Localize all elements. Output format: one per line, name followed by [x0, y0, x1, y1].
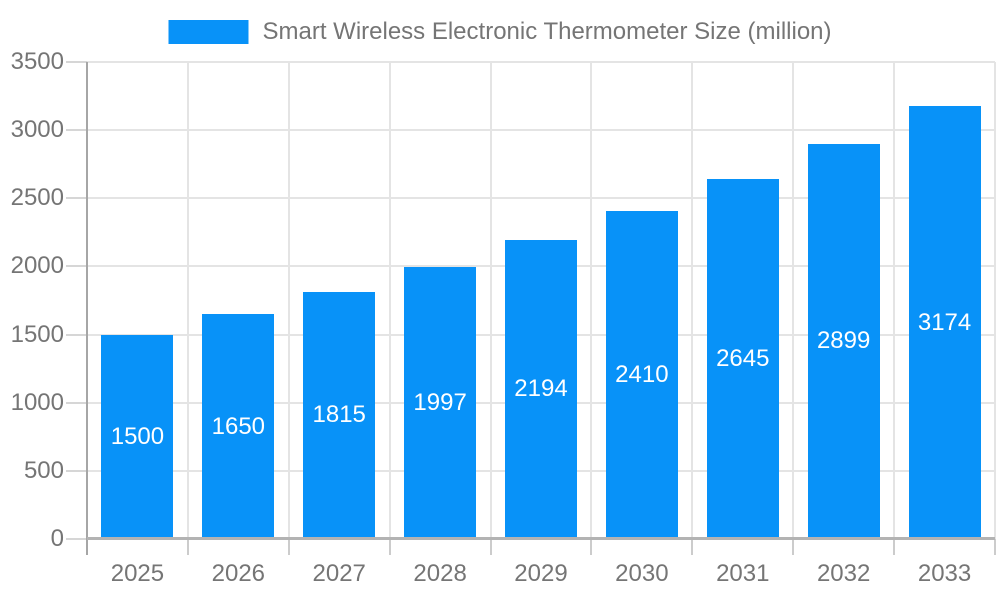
gridline-vertical — [994, 62, 996, 539]
gridline-vertical — [590, 62, 593, 539]
y-axis-tick — [66, 469, 87, 472]
y-axis-tick — [66, 538, 87, 540]
y-axis-tick — [66, 333, 87, 336]
x-axis-tick — [590, 539, 593, 555]
x-axis-tick — [287, 539, 290, 555]
legend[interactable]: Smart Wireless Electronic Thermometer Si… — [168, 18, 832, 46]
legend-title: Smart Wireless Electronic Thermometer Si… — [262, 18, 832, 45]
x-axis-tick — [691, 539, 694, 555]
gridline-vertical — [186, 62, 189, 539]
bar-value-label: 1997 — [413, 388, 467, 416]
bar-value-label: 3174 — [917, 308, 972, 336]
gridline-vertical — [893, 62, 896, 539]
bar-value-label: 2899 — [816, 327, 871, 355]
x-axis-tick — [489, 539, 492, 555]
y-axis-tick-label: 2500 — [10, 184, 64, 212]
bar-value-label: 2194 — [514, 375, 568, 403]
x-axis-tick-label: 2030 — [615, 560, 669, 587]
bar-value-label: 2645 — [716, 344, 770, 372]
x-axis-tick-label: 2029 — [514, 560, 568, 587]
bar-2030[interactable] — [605, 210, 678, 539]
x-axis-tick-label: 2027 — [312, 560, 366, 587]
x-axis-tick — [792, 539, 795, 555]
gridline-vertical — [792, 62, 795, 539]
x-axis-line — [87, 537, 995, 540]
y-axis-tick-label: 500 — [23, 456, 64, 484]
x-axis-tick — [893, 539, 896, 555]
gridline-vertical — [287, 62, 290, 539]
x-axis-tick — [994, 539, 996, 555]
gridline-horizontal — [87, 197, 995, 200]
bar-2027[interactable] — [303, 291, 376, 539]
x-axis-tick-label: 2031 — [716, 560, 770, 587]
x-axis-tick-label: 2028 — [413, 560, 467, 587]
y-axis-line — [86, 62, 88, 555]
x-axis-tick-label: 2033 — [917, 560, 972, 587]
x-axis-tick-label: 2032 — [816, 560, 871, 587]
legend-swatch — [168, 20, 249, 44]
bar-2029[interactable] — [505, 239, 577, 539]
x-axis-tick-label: 2026 — [211, 560, 266, 587]
bar-2025[interactable] — [101, 334, 174, 539]
bar-value-label: 1815 — [312, 401, 366, 429]
bar-2032[interactable] — [807, 143, 880, 539]
x-axis-tick — [388, 539, 391, 555]
y-axis-tick — [66, 129, 87, 132]
gridline-vertical — [489, 62, 492, 539]
y-axis-tick-label: 2000 — [10, 252, 64, 280]
y-axis-tick-label: 3000 — [10, 116, 64, 144]
bar-value-label: 1500 — [110, 422, 165, 450]
gridline-vertical — [388, 62, 391, 539]
bar-2028[interactable] — [404, 266, 477, 539]
y-axis-tick-label: 1000 — [10, 388, 64, 416]
gridline-horizontal — [87, 129, 995, 132]
bar-value-label: 2410 — [615, 360, 669, 388]
bar-2033[interactable] — [908, 106, 981, 539]
y-axis-tick — [66, 401, 87, 404]
y-axis-tick — [66, 265, 87, 268]
x-axis-tick — [186, 539, 189, 555]
y-axis-tick — [66, 61, 87, 63]
bar-2026[interactable] — [202, 314, 275, 539]
gridline-vertical — [691, 62, 694, 539]
bar-2031[interactable] — [706, 178, 779, 539]
y-axis-tick — [66, 197, 87, 200]
y-axis-tick-label: 1500 — [10, 320, 64, 348]
y-axis-tick-label: 3500 — [10, 48, 64, 75]
bar-value-label: 1650 — [211, 412, 266, 440]
x-axis-tick-label: 2025 — [110, 560, 165, 587]
gridline-horizontal — [87, 61, 995, 63]
y-axis-tick-label: 0 — [50, 525, 64, 552]
